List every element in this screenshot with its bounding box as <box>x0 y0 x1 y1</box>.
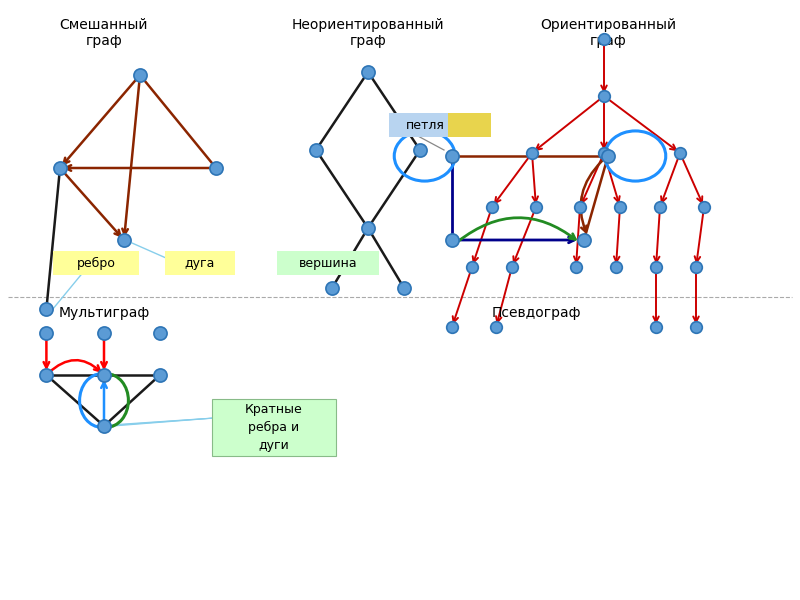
Point <box>154 328 166 338</box>
Text: петля: петля <box>406 119 445 132</box>
Point <box>98 328 110 338</box>
Text: Неориентированный
граф: Неориентированный граф <box>292 18 444 48</box>
Point <box>118 235 130 245</box>
Text: Псевдограф: Псевдограф <box>491 306 581 320</box>
Text: Мультиграф: Мультиграф <box>58 306 150 320</box>
FancyBboxPatch shape <box>448 113 491 137</box>
Point <box>614 202 626 212</box>
Point <box>490 322 502 332</box>
FancyBboxPatch shape <box>277 251 379 275</box>
Point <box>40 370 53 380</box>
Point <box>54 163 66 173</box>
Point <box>446 151 458 161</box>
Point <box>654 202 666 212</box>
FancyBboxPatch shape <box>212 399 336 456</box>
Text: Ориентированный
граф: Ориентированный граф <box>540 18 676 48</box>
Point <box>598 148 610 158</box>
Point <box>310 145 322 155</box>
Point <box>526 148 538 158</box>
Text: дуга: дуга <box>185 257 215 270</box>
Point <box>40 304 53 314</box>
Point <box>598 91 610 101</box>
FancyBboxPatch shape <box>389 113 454 137</box>
Point <box>446 235 458 245</box>
FancyBboxPatch shape <box>165 251 235 275</box>
Point <box>506 262 518 272</box>
Text: Смешанный
граф: Смешанный граф <box>60 18 148 48</box>
Point <box>40 328 53 338</box>
Point <box>210 163 222 173</box>
Point <box>690 262 702 272</box>
Point <box>154 370 166 380</box>
Text: Кратные
ребра и
дуги: Кратные ребра и дуги <box>245 403 303 452</box>
Point <box>650 322 662 332</box>
Point <box>446 322 458 332</box>
Point <box>414 145 426 155</box>
Point <box>530 202 542 212</box>
Point <box>326 283 338 293</box>
Point <box>98 370 110 380</box>
Point <box>578 235 590 245</box>
FancyBboxPatch shape <box>53 251 139 275</box>
Point <box>134 70 146 80</box>
Point <box>674 148 686 158</box>
Point <box>486 202 498 212</box>
Text: ребро: ребро <box>77 257 115 270</box>
Point <box>466 262 478 272</box>
Point <box>610 262 622 272</box>
Point <box>398 283 410 293</box>
Point <box>574 202 586 212</box>
Point <box>650 262 662 272</box>
Point <box>602 151 614 161</box>
Point <box>698 202 710 212</box>
Point <box>570 262 582 272</box>
Point <box>598 34 610 44</box>
Point <box>362 67 374 77</box>
Point <box>98 421 110 431</box>
Point <box>690 322 702 332</box>
Point <box>362 223 374 233</box>
Text: вершина: вершина <box>298 257 358 270</box>
